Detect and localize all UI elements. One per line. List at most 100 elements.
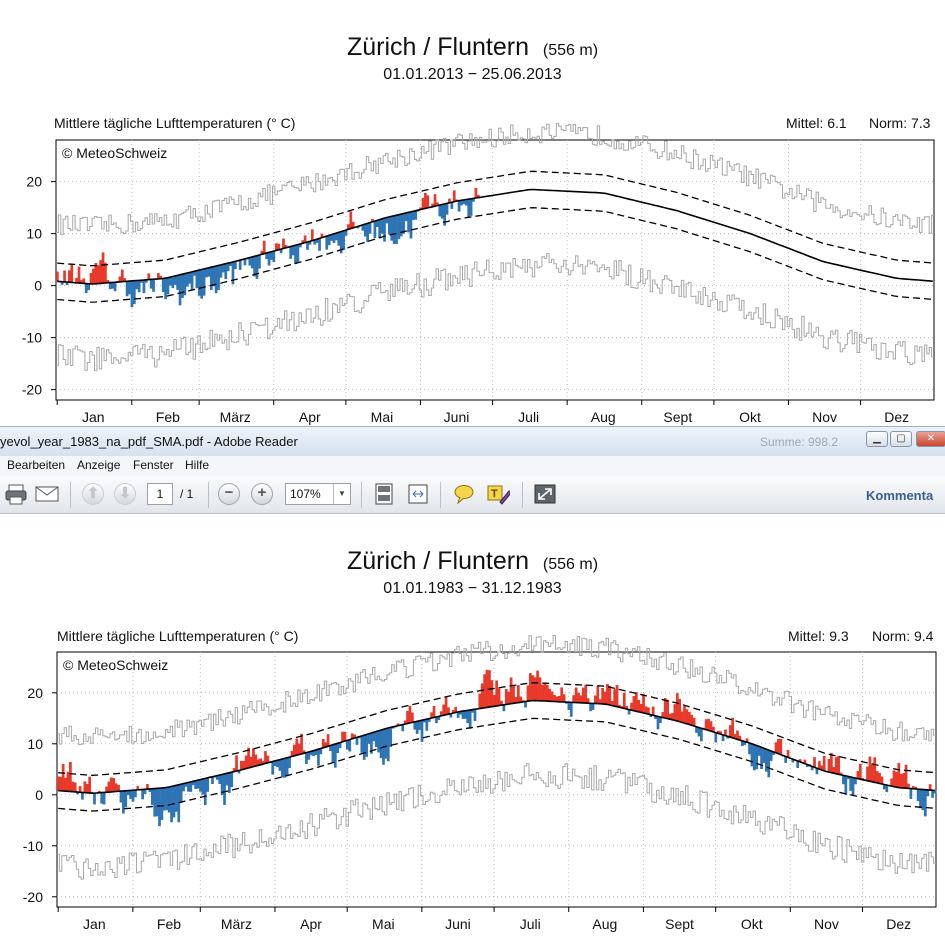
daily-temperature-bar bbox=[132, 280, 136, 305]
menu-fenster[interactable]: Fenster bbox=[133, 458, 174, 472]
daily-temperature-bar bbox=[409, 211, 413, 239]
daily-temperature-bar bbox=[654, 715, 657, 720]
daily-temperature-bar bbox=[541, 684, 544, 701]
daily-temperature-bar bbox=[500, 700, 503, 706]
daily-temperature-bar bbox=[215, 775, 219, 780]
print-icon[interactable] bbox=[4, 483, 28, 505]
comment-icon[interactable] bbox=[452, 483, 476, 505]
daily-temperature-bar bbox=[348, 739, 352, 752]
highlight-text-icon[interactable]: T bbox=[486, 483, 510, 505]
copyright-label: © MeteoSchweiz bbox=[62, 145, 167, 161]
daily-temperature-bar bbox=[253, 256, 256, 277]
daily-temperature-bar bbox=[815, 768, 819, 775]
close-button[interactable]: ✕ bbox=[916, 431, 945, 447]
daily-temperature-bar bbox=[594, 695, 597, 704]
daily-temperature-bar bbox=[449, 713, 453, 718]
daily-temperature-bar bbox=[217, 265, 220, 291]
daily-temperature-bar bbox=[567, 702, 571, 710]
daily-temperature-bar bbox=[130, 280, 134, 308]
plot-frame bbox=[55, 139, 935, 401]
daily-temperature-bar bbox=[94, 262, 98, 284]
toolbar-separator bbox=[522, 482, 523, 508]
daily-temperature-bar bbox=[379, 730, 383, 759]
daily-temperature-bar bbox=[471, 709, 474, 713]
daily-temperature-bar bbox=[483, 674, 486, 708]
daily-temperature-bar bbox=[149, 279, 153, 289]
zoom-out-icon[interactable]: − bbox=[218, 483, 240, 505]
comment-panel-link[interactable]: Kommenta bbox=[866, 488, 934, 503]
daily-temperature-bar bbox=[335, 233, 338, 241]
daily-temperature-bar bbox=[397, 214, 401, 240]
minimize-button[interactable]: ▁ bbox=[866, 431, 888, 447]
daily-temperature-bar bbox=[885, 785, 889, 793]
daily-temperature-bar bbox=[440, 204, 444, 219]
daily-temperature-bar bbox=[231, 261, 235, 285]
daily-temperature-bar bbox=[194, 780, 197, 789]
x-tick-label-month: Mai bbox=[371, 409, 394, 425]
daily-temperature-bar bbox=[274, 243, 278, 251]
page-down-icon[interactable]: ⬇ bbox=[114, 483, 136, 505]
fullscreen-icon[interactable] bbox=[533, 483, 557, 505]
record-low-line bbox=[57, 763, 936, 880]
page-up-icon[interactable]: ⬆ bbox=[82, 483, 104, 505]
fit-page-icon[interactable] bbox=[372, 483, 396, 505]
daily-temperature-bar bbox=[223, 773, 226, 805]
daily-temperature-bar bbox=[297, 743, 301, 755]
daily-temperature-bar bbox=[89, 273, 93, 284]
daily-temperature-bar bbox=[451, 709, 455, 714]
daily-temperature-bar bbox=[301, 240, 305, 244]
page-number-input[interactable]: 1 bbox=[147, 483, 173, 505]
daily-temperature-bar bbox=[224, 263, 228, 280]
daily-temperature-bar bbox=[385, 217, 389, 224]
daily-temperature-bar bbox=[548, 688, 551, 702]
daily-temperature-bar bbox=[143, 789, 147, 794]
daily-temperature-bar bbox=[70, 264, 74, 283]
daily-temperature-bar bbox=[264, 751, 267, 764]
daily-temperature-bar bbox=[367, 733, 371, 744]
daily-temperature-bar bbox=[137, 280, 141, 293]
menu-hilfe[interactable]: Hilfe bbox=[185, 458, 210, 472]
menu-bearbeiten[interactable]: Bearbeiten bbox=[7, 458, 66, 472]
menu-anzeige[interactable]: Anzeige bbox=[77, 458, 121, 472]
zoom-select[interactable]: 107% ▼ bbox=[285, 483, 351, 505]
zoom-value: 107% bbox=[290, 487, 321, 501]
daily-temperature-bar bbox=[784, 756, 787, 763]
daily-temperature-bar bbox=[469, 198, 473, 216]
daily-temperature-bar bbox=[450, 202, 454, 209]
daily-temperature-bar bbox=[474, 187, 478, 199]
daily-temperature-bar bbox=[916, 789, 920, 802]
maximize-button[interactable]: ▢ bbox=[890, 431, 912, 447]
zoom-in-icon[interactable]: + bbox=[251, 483, 273, 505]
daily-temperature-bar bbox=[589, 703, 592, 712]
daily-temperature-bar bbox=[197, 270, 201, 296]
daily-temperature-bar bbox=[131, 790, 135, 802]
fit-width-icon[interactable] bbox=[406, 483, 430, 505]
daily-temperature-bar bbox=[277, 243, 281, 250]
daily-temperature-bar bbox=[931, 790, 934, 798]
adobe-title-bar: yevol_year_1983_na_pdf_SMA.pdf - Adobe R… bbox=[0, 426, 945, 456]
daily-temperature-bar bbox=[273, 760, 277, 767]
daily-temperature-bar bbox=[126, 790, 130, 796]
daily-temperature-bar bbox=[317, 749, 320, 766]
email-icon[interactable] bbox=[34, 483, 60, 505]
daily-temperature-bar bbox=[830, 753, 833, 773]
daily-temperature-bar bbox=[603, 691, 607, 704]
daily-temperature-bar bbox=[319, 748, 323, 755]
x-tick-label-month: Aug bbox=[591, 409, 616, 425]
daily-temperature-bar bbox=[387, 216, 391, 235]
daily-temperature-bar bbox=[919, 789, 922, 809]
daily-temperature-bar bbox=[457, 200, 461, 212]
daily-temperature-bar bbox=[202, 268, 206, 296]
daily-temperature-bar bbox=[798, 759, 802, 762]
chevron-down-icon[interactable]: ▼ bbox=[333, 484, 350, 504]
daily-temperature-bar bbox=[190, 271, 194, 291]
daily-temperature-bar bbox=[219, 264, 223, 278]
daily-temperature-bar bbox=[507, 691, 511, 705]
daily-temperature-bar bbox=[125, 281, 129, 297]
daily-temperature-bar bbox=[468, 710, 472, 729]
daily-temperature-bar bbox=[435, 716, 438, 724]
daily-temperature-bar bbox=[875, 771, 879, 783]
daily-temperature-bar bbox=[188, 272, 192, 284]
daily-temperature-bar bbox=[509, 677, 513, 704]
norm-curve-line bbox=[57, 188, 933, 285]
